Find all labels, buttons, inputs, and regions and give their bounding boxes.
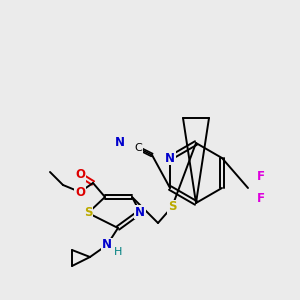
- Text: F: F: [257, 170, 265, 184]
- Text: N: N: [102, 238, 112, 251]
- Text: F: F: [257, 191, 265, 205]
- Text: N: N: [165, 152, 175, 164]
- Text: H: H: [114, 247, 122, 257]
- Text: N: N: [135, 206, 145, 218]
- Text: N: N: [115, 136, 125, 149]
- Text: S: S: [84, 206, 92, 220]
- Text: O: O: [75, 185, 85, 199]
- Text: S: S: [168, 200, 176, 214]
- Text: C: C: [134, 143, 142, 153]
- Text: O: O: [75, 169, 85, 182]
